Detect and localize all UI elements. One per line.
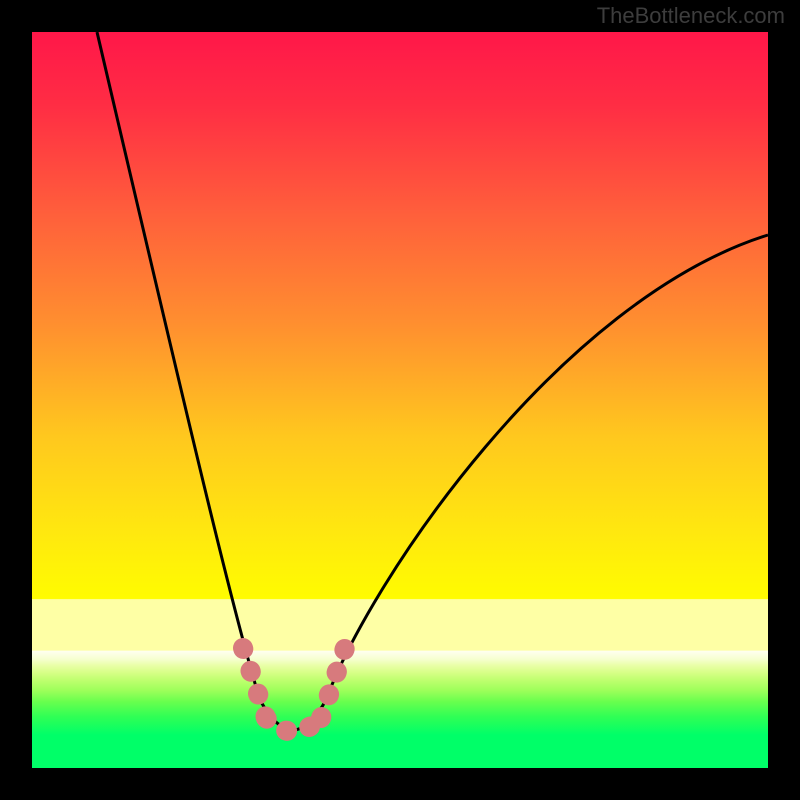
- plot-area: [32, 32, 768, 768]
- bottleneck-curve-chart: [0, 0, 800, 800]
- chart-root: TheBottleneck.com: [0, 0, 800, 800]
- watermark-text: TheBottleneck.com: [597, 3, 785, 29]
